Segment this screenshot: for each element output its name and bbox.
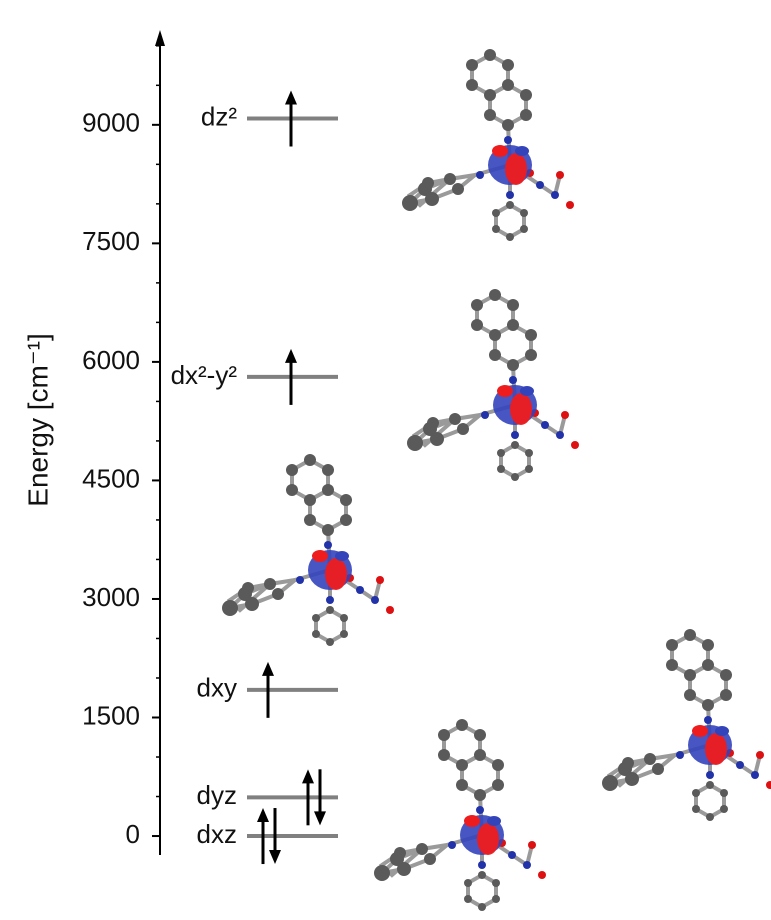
y-tick-label: 7500 xyxy=(82,226,140,256)
y-tick-label: 4500 xyxy=(82,463,140,493)
orbital-image xyxy=(220,452,396,648)
electron-arrow xyxy=(262,661,274,718)
electron-arrow xyxy=(285,90,297,147)
electron-arrow xyxy=(285,348,297,405)
electron-arrow xyxy=(269,808,281,865)
electron-arrow xyxy=(257,808,269,865)
axis-arrow xyxy=(155,30,165,46)
level-label: dz² xyxy=(201,101,237,131)
y-tick-label: 9000 xyxy=(82,108,140,138)
orbital-image xyxy=(405,287,581,483)
orbital-image xyxy=(600,627,771,823)
arrow-head xyxy=(257,808,269,823)
arrow-head xyxy=(302,769,314,784)
level-label: dx²-y² xyxy=(171,360,238,390)
level-label: dxy xyxy=(197,673,237,703)
orbital-image xyxy=(400,47,576,243)
arrow-head xyxy=(314,811,326,826)
y-axis-label: Energy [cm⁻¹] xyxy=(22,333,53,506)
y-tick-label: 0 xyxy=(126,819,140,849)
orbital-image xyxy=(372,717,548,913)
y-tick-label: 1500 xyxy=(82,700,140,730)
level-label: dxz xyxy=(197,819,237,849)
arrow-head xyxy=(285,90,297,105)
arrow-head xyxy=(285,348,297,363)
level-label: dyz xyxy=(197,780,237,810)
arrow-head xyxy=(262,661,274,676)
y-tick-label: 6000 xyxy=(82,345,140,375)
arrow-head xyxy=(269,850,281,865)
electron-arrow xyxy=(302,769,314,826)
electron-arrow xyxy=(314,769,326,826)
y-tick-label: 3000 xyxy=(82,582,140,612)
